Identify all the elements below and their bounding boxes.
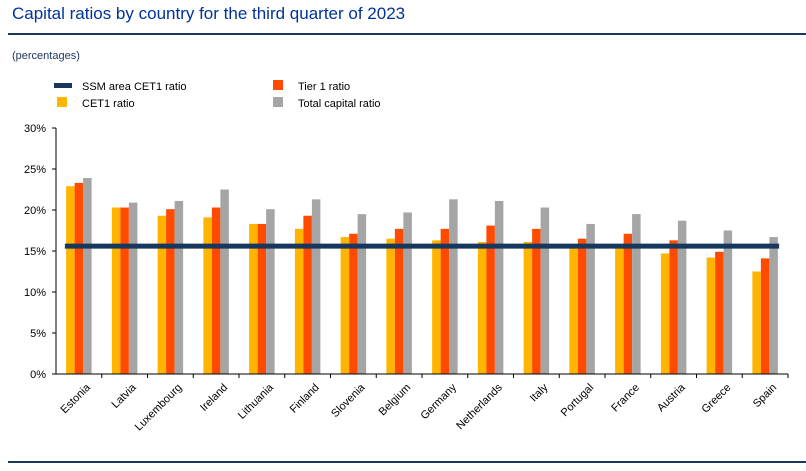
bar-tier-1-ratio [303,215,312,374]
bar-cet1-ratio [249,223,258,374]
legend-label-tier-1-ratio: Tier 1 ratio [298,81,350,93]
title-rule [8,33,806,35]
bar-total-capital-ratio [449,199,458,374]
bar-tier-1-ratio [532,228,541,374]
bar-total-capital-ratio [494,200,504,374]
y-tick-label: 25% [24,164,46,176]
bar-total-capital-ratio [128,202,138,374]
legend-swatch-total-capital-ratio [273,97,283,107]
bar-cet1-ratio [523,241,533,374]
bar-tier-1-ratio [440,228,450,374]
legend-label-cet1-ratio: CET1 ratio [82,98,135,110]
bar-total-capital-ratio [723,230,733,374]
bar-tier-1-ratio [760,258,770,374]
x-tick-label: Italy [528,381,551,404]
x-tick-label: Slovenia [329,381,368,420]
bar-cet1-ratio [615,246,624,374]
bar-cet1-ratio [340,237,350,374]
y-tick-label: 15% [24,246,46,258]
x-tick-label: Greece [699,382,733,416]
bar-tier-1-ratio [166,209,175,374]
bar-total-capital-ratio [357,214,367,374]
x-tick-label: Ireland [198,382,230,414]
bar-cet1-ratio [203,217,212,374]
x-tick-label: Belgium [377,382,414,419]
bar-tier-1-ratio [74,182,84,374]
bar-cet1-ratio [706,257,716,374]
bar-total-capital-ratio [83,178,92,374]
bar-tier-1-ratio [486,225,495,374]
bar-tier-1-ratio [257,223,267,374]
bar-tier-1-ratio [211,207,221,374]
bar-total-capital-ratio [540,207,550,374]
bar-tier-1-ratio [623,233,633,374]
bar-total-capital-ratio [769,237,778,374]
bar-total-capital-ratio [632,214,641,374]
bar-tier-1-ratio [577,238,587,374]
bar-cet1-ratio [386,238,395,374]
x-tick-label: Latvia [110,381,140,411]
x-tick-label: Portugal [559,382,596,419]
bar-total-capital-ratio [677,220,687,374]
bar-total-capital-ratio [174,200,184,374]
x-tick-label: Lithuania [236,381,277,422]
x-tick-label: Spain [751,382,779,410]
bar-cet1-ratio [111,207,121,374]
bar-cet1-ratio [66,186,75,374]
bar-cet1-ratio [294,228,304,374]
bar-total-capital-ratio [311,199,321,374]
bar-cet1-ratio [752,271,761,374]
x-tick-label: Estonia [59,381,94,416]
bar-cet1-ratio [660,253,670,374]
legend-swatch-cet1-ratio [57,97,67,107]
bar-tier-1-ratio [669,240,678,374]
bar-chart: SSM area CET1 ratio Tier 1 ratio CET1 rati… [24,80,789,434]
y-tick-label: 20% [24,205,46,217]
bottom-rule [8,461,806,463]
bar-total-capital-ratio [266,209,275,374]
y-tick-label: 10% [24,287,46,299]
bar-total-capital-ratio [220,189,229,374]
chart-subtitle: (percentages) [12,50,80,62]
x-tick-label: Finland [288,382,322,416]
bar-tier-1-ratio [715,251,724,374]
x-tick-label: Austria [655,381,688,414]
x-tick-label: Luxembourg [133,382,185,434]
bar-cet1-ratio [157,215,167,374]
legend-swatch-ssm-area-cet1-ratio [54,83,72,88]
y-tick-label: 0% [30,369,46,381]
x-tick-label: Germany [419,381,460,422]
chart-title: Capital ratios by country for the third … [12,4,406,23]
x-tick-label: Netherlands [454,381,505,432]
bar-cet1-ratio [477,241,487,374]
bar-tier-1-ratio [349,233,358,374]
x-tick-label: France [609,382,642,415]
bar-tier-1-ratio [394,228,404,374]
legend-label-ssm-area-cet1-ratio: SSM area CET1 ratio [82,81,187,93]
y-tick-label: 30% [24,123,46,135]
bar-total-capital-ratio [586,223,595,374]
bar-cet1-ratio [569,248,578,374]
y-tick-label: 5% [30,328,46,340]
legend-swatch-tier-1-ratio [273,80,283,90]
legend-label-total-capital-ratio: Total capital ratio [298,98,381,110]
bar-cet1-ratio [432,240,441,374]
bar-total-capital-ratio [403,212,412,374]
bar-tier-1-ratio [120,207,129,374]
